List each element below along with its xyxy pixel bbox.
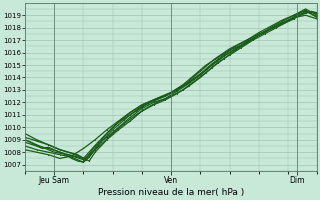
X-axis label: Pression niveau de la mer( hPa ): Pression niveau de la mer( hPa ) — [98, 188, 244, 197]
